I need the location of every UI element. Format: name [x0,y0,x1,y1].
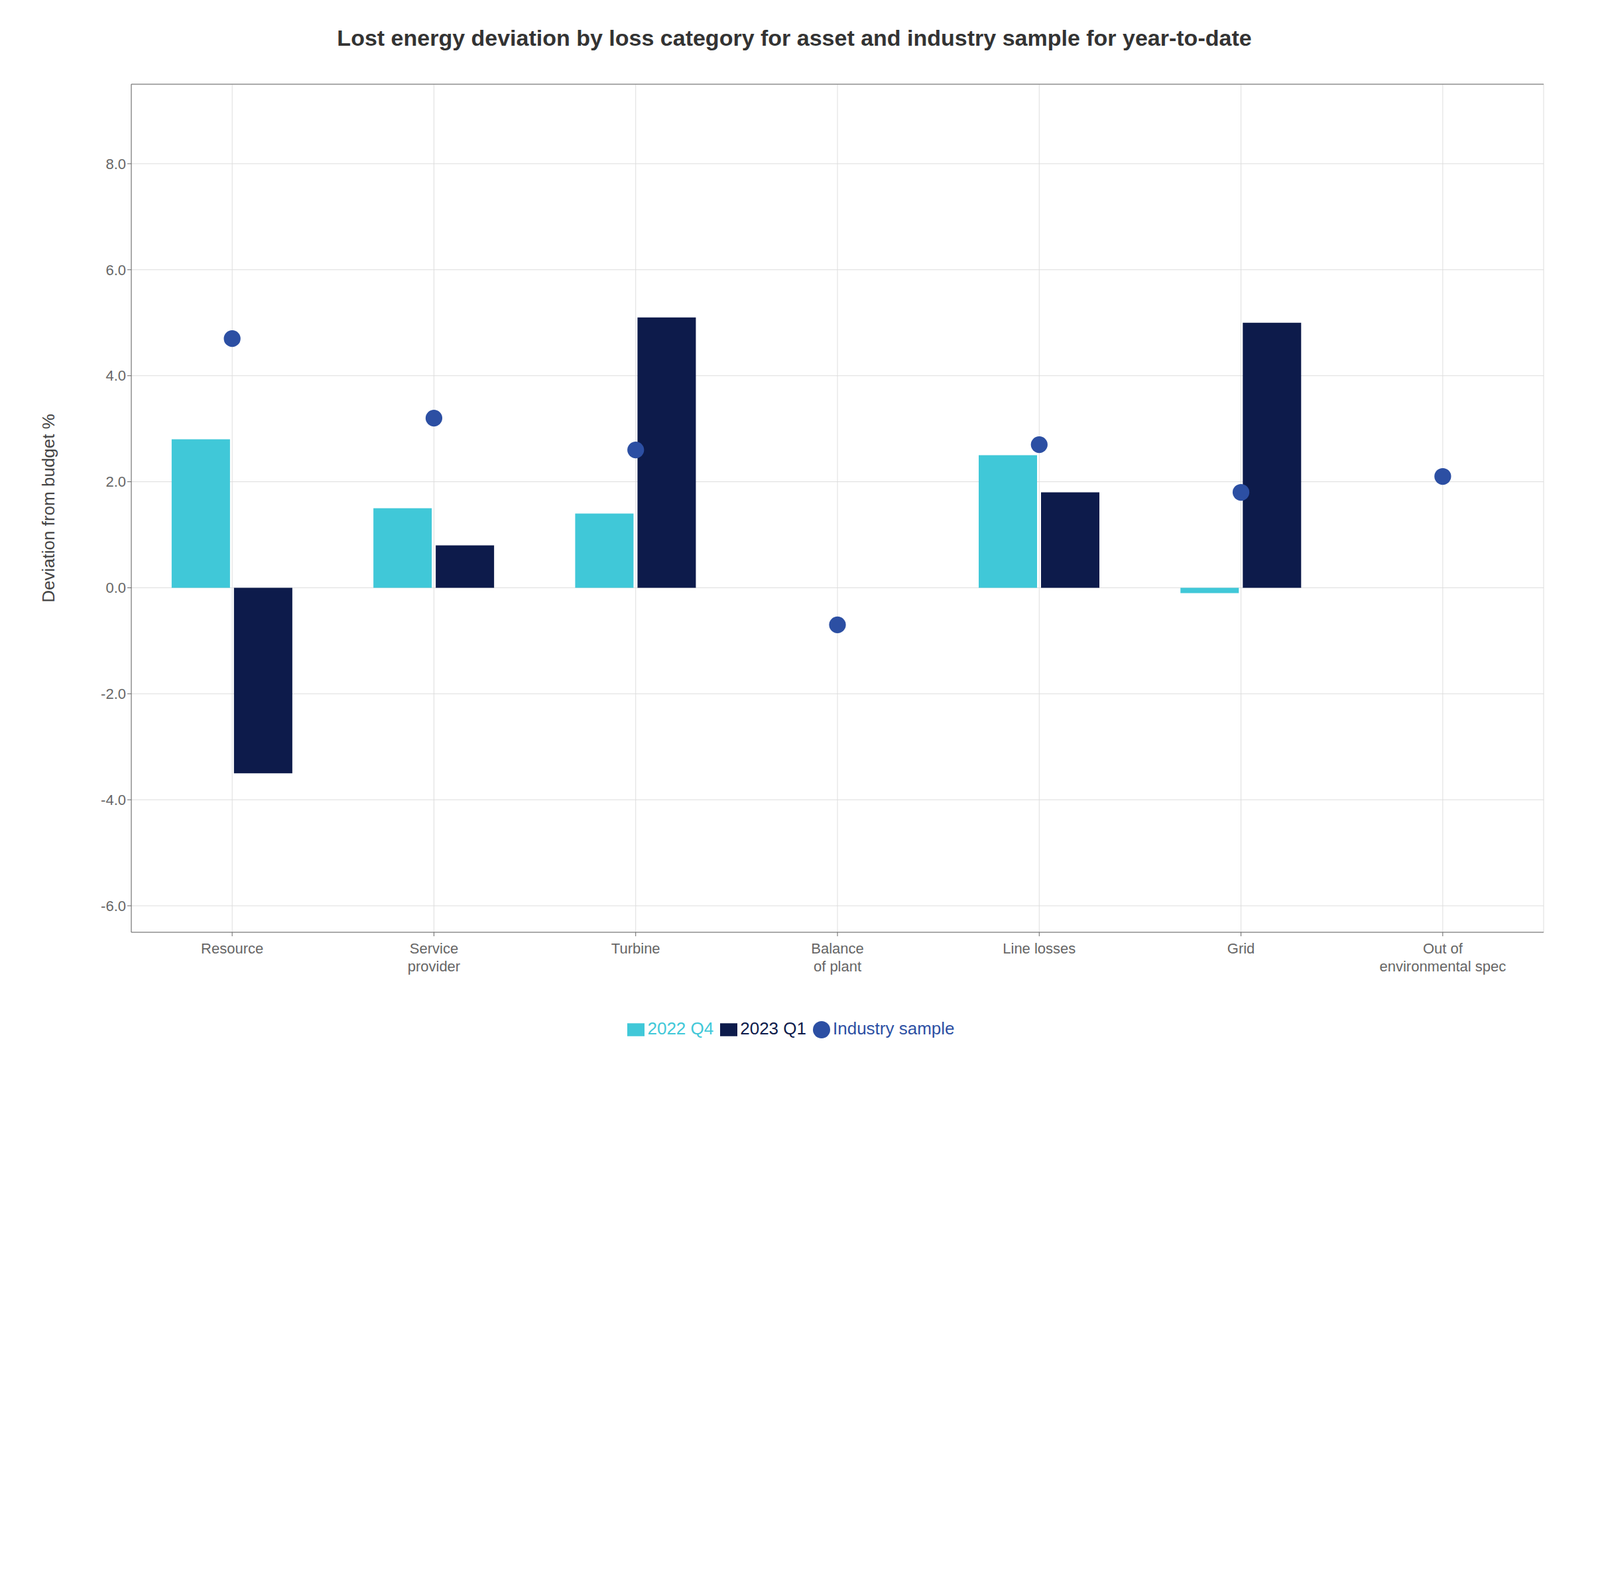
svg-text:2.0: 2.0 [105,473,126,491]
svg-text:-6.0: -6.0 [100,897,126,915]
svg-text:-4.0: -4.0 [100,791,126,809]
svg-text:Grid: Grid [1227,940,1256,957]
svg-text:6.0: 6.0 [105,261,126,279]
svg-text:Balanceof plant: Balanceof plant [810,940,864,975]
svg-text:Out ofenvironmental spec: Out ofenvironmental spec [1379,940,1506,975]
svg-text:Deviation from budget %: Deviation from budget % [38,413,59,603]
svg-text:4.0: 4.0 [105,367,126,384]
svg-text:8.0: 8.0 [105,155,126,173]
svg-text:Resource: Resource [200,940,264,957]
html-text:Lost energy deviation by loss: Lost energy deviation by loss category f… [337,25,1252,51]
svg-text:-2.0: -2.0 [100,685,126,703]
html-text:Industry sample: Industry sample [832,1018,955,1039]
svg-text:Serviceprovider: Serviceprovider [407,940,461,975]
html-text:2022 Q4: 2022 Q4 [647,1018,714,1039]
svg-text:Turbine: Turbine [611,940,661,957]
svg-text:0.0: 0.0 [105,579,126,597]
html-text:2023 Q1: 2023 Q1 [740,1018,807,1039]
svg-text:Line losses: Line losses [1002,940,1076,957]
